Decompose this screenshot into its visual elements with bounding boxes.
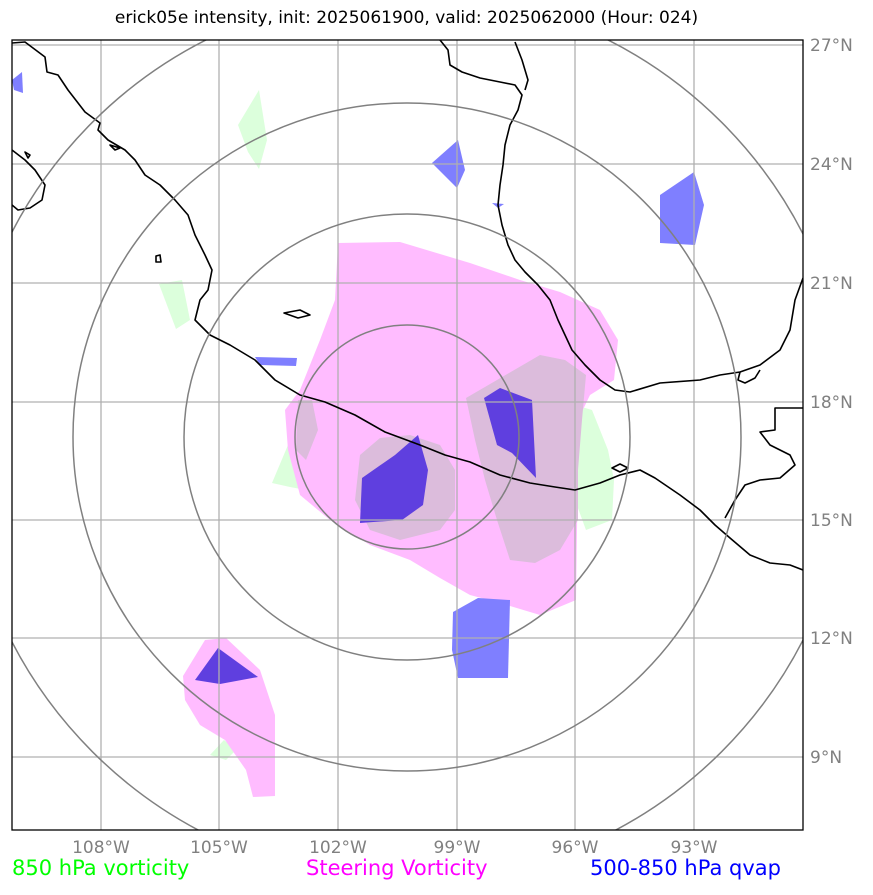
lon-tick-labels: 108°W 105°W 102°W 99°W 96°W 93°W <box>72 838 718 858</box>
overlap-patch <box>296 400 318 460</box>
vorticity-patch <box>238 90 267 169</box>
coastlines <box>12 40 803 571</box>
legend-qvap: 500-850 hPa qvap <box>590 856 781 880</box>
island-small <box>155 254 162 263</box>
map-frame <box>11 39 804 831</box>
lon-tick-label: 99°W <box>434 838 481 858</box>
island-small <box>283 309 311 319</box>
lat-tick-label: 27°N <box>810 36 853 56</box>
range-ring <box>72 102 742 772</box>
lon-tick-label: 93°W <box>671 838 718 858</box>
range-rings <box>12 40 803 830</box>
lat-tick-label: 15°N <box>810 511 853 531</box>
coastline-yucatan-east <box>737 369 761 384</box>
lon-tick-label: 108°W <box>72 838 130 858</box>
qvap-dark-patch <box>360 435 428 523</box>
range-ring <box>294 324 520 550</box>
lat-tick-label: 12°N <box>810 629 853 649</box>
island-small <box>24 151 31 159</box>
coastline-belize <box>724 407 803 519</box>
gridlines <box>12 40 803 830</box>
qvap-dark-patch <box>195 648 258 684</box>
vorticity-patch <box>575 405 614 530</box>
qvap-patch <box>660 172 704 245</box>
lat-tick-label: 18°N <box>810 393 853 413</box>
map-title: erick05e intensity, init: 2025061900, va… <box>114 8 699 28</box>
lat-tick-label: 9°N <box>810 748 842 768</box>
qvap-patch <box>12 72 23 93</box>
legend-steering-vorticity: Steering Vorticity <box>306 856 488 880</box>
vorticity-patch <box>159 280 190 329</box>
lat-tick-label: 21°N <box>810 274 853 294</box>
lon-tick-label: 96°W <box>552 838 599 858</box>
island-small <box>109 144 121 151</box>
range-ring <box>183 213 631 661</box>
lake-small <box>514 41 529 91</box>
coastline-baja <box>12 149 46 211</box>
qvap-dark-patch <box>484 388 536 478</box>
lon-tick-label: 102°W <box>309 838 367 858</box>
lat-tick-labels: 27°N 24°N 21°N 18°N 15°N 12°N 9°N <box>810 36 853 768</box>
coastline-gulf-mexico <box>439 40 803 393</box>
legend-850-vorticity: 850 hPa vorticity <box>12 856 190 880</box>
lat-tick-label: 24°N <box>810 155 853 175</box>
qvap-patch <box>255 357 297 366</box>
lon-tick-label: 105°W <box>190 838 248 858</box>
coastline-pacific-mexico <box>12 41 803 571</box>
